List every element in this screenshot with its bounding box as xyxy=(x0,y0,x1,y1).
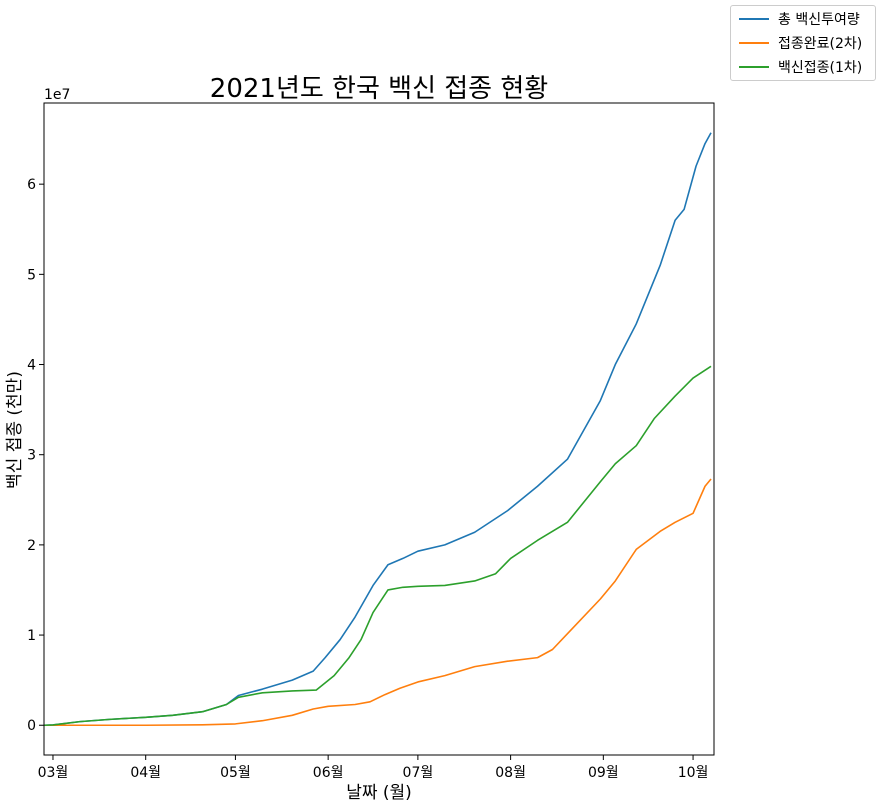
y-tick-label-1: 1 xyxy=(27,628,36,644)
legend-swatch-second xyxy=(739,42,769,44)
plot-frame xyxy=(43,102,715,756)
y-tick-label-2: 2 xyxy=(27,538,36,554)
x-tick-label-0: 03월 xyxy=(38,765,69,781)
series-line-1 xyxy=(44,478,712,727)
x-axis-ticks: 03월 04월 05월 06월 07월 08월 09월 10월 xyxy=(38,755,709,781)
legend-label-second: 접종완료(2차) xyxy=(778,36,863,52)
legend-item-total-doses: 총 백신투여량 xyxy=(739,8,860,30)
plot-lines xyxy=(43,132,712,727)
x-tick-label-2: 05월 xyxy=(220,765,251,781)
series-line-0 xyxy=(43,132,712,727)
y-axis-ticks: 0 1 2 3 4 5 6 xyxy=(27,177,44,734)
y-tick-label-6: 6 xyxy=(27,177,36,193)
x-tick-label-4: 07월 xyxy=(403,765,434,781)
x-axis-label: 날짜 (월) xyxy=(346,783,412,803)
x-tick-label-5: 08월 xyxy=(495,765,526,781)
legend-swatch-first xyxy=(739,66,769,68)
legend-swatch-total xyxy=(739,18,769,20)
x-tick-label-6: 09월 xyxy=(588,765,619,781)
chart-legend: 총 백신투여량 접종완료(2차) 백신접종(1차) xyxy=(730,5,876,81)
series-line-2 xyxy=(43,365,712,727)
chart-title: 2021년도 한국 백신 접종 현황 xyxy=(210,74,548,104)
y-tick-label-0: 0 xyxy=(27,718,36,734)
legend-item-first-dose: 백신접종(1차) xyxy=(739,56,862,78)
legend-label-total: 총 백신투여량 xyxy=(778,12,860,28)
x-tick-label-3: 06월 xyxy=(313,765,344,781)
x-tick-label-7: 10월 xyxy=(678,765,709,781)
y-axis-label: 백신 접종 (천만) xyxy=(5,371,25,489)
x-tick-label-1: 04월 xyxy=(130,765,161,781)
y-axis-offset-label: 1e7 xyxy=(44,87,70,103)
y-tick-label-5: 5 xyxy=(27,267,36,283)
y-tick-label-4: 4 xyxy=(27,358,36,374)
legend-item-second-dose: 접종완료(2차) xyxy=(739,32,862,54)
y-tick-label-3: 3 xyxy=(27,448,36,464)
legend-label-first: 백신접종(1차) xyxy=(778,60,863,76)
